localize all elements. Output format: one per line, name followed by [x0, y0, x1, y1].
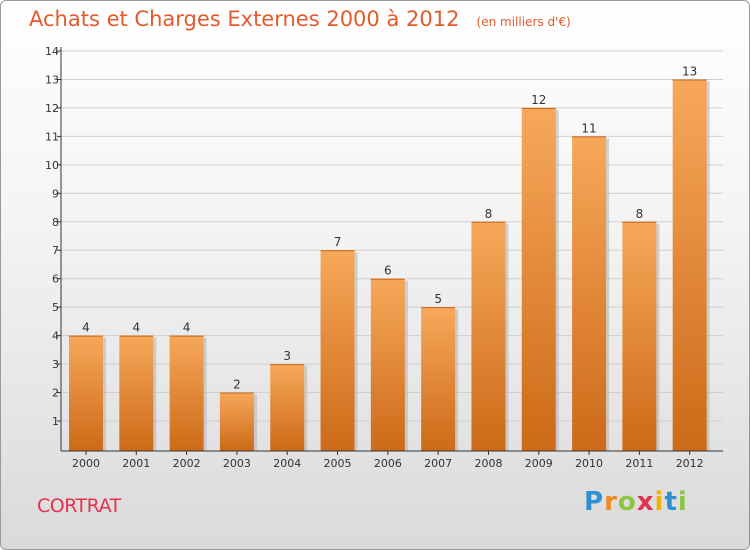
x-tick-label-2011: 2011 [625, 457, 653, 470]
y-tick-label: 13 [45, 73, 59, 86]
bar-2002 [169, 335, 204, 451]
proxiti-logo: Proxiti [584, 487, 688, 517]
y-tick-label: 10 [45, 159, 59, 172]
value-label-2005: 7 [334, 235, 342, 249]
chart-title: Achats et Charges Externes 2000 à 2012 [29, 7, 460, 31]
x-tick-label-2002: 2002 [173, 457, 201, 470]
x-tick-label-2009: 2009 [525, 457, 553, 470]
chart-subtitle: (en milliers d'€) [476, 15, 571, 29]
y-tick-label: 4 [52, 330, 59, 343]
bar-2001 [119, 335, 154, 451]
bar-2006 [370, 278, 405, 451]
y-tick-label: 3 [52, 358, 59, 371]
y-tick-label: 8 [52, 216, 59, 229]
labels: 1234567891011121314420004200142002220033… [45, 45, 704, 470]
logo-letter: i [677, 487, 688, 517]
y-tick-label: 5 [52, 301, 59, 314]
value-label-2001: 4 [132, 321, 140, 335]
bar-2009 [521, 107, 556, 451]
value-label-2003: 2 [233, 378, 241, 392]
bar-2010 [572, 136, 607, 451]
value-label-2010: 11 [581, 121, 596, 135]
logo-letter: x [636, 487, 655, 517]
bar-2007 [421, 307, 456, 451]
x-tick-label-2007: 2007 [424, 457, 452, 470]
logo-letter: i [654, 487, 665, 517]
value-label-2002: 4 [183, 321, 191, 335]
bar-2004 [270, 364, 305, 451]
value-label-2006: 6 [384, 264, 392, 278]
y-tick-label: 7 [52, 244, 59, 257]
bar-2011 [622, 221, 657, 451]
bar-2012 [672, 79, 707, 451]
value-label-2007: 5 [434, 292, 442, 306]
x-tick-label-2001: 2001 [122, 457, 150, 470]
bar-2000 [69, 335, 103, 451]
x-tick-label-2000: 2000 [72, 457, 100, 470]
x-tick-label-2010: 2010 [575, 457, 603, 470]
value-label-2008: 8 [485, 207, 493, 221]
bars [69, 79, 710, 451]
value-label-2000: 4 [82, 321, 90, 335]
logo-letter: r [604, 487, 618, 517]
value-label-2011: 8 [636, 207, 644, 221]
value-label-2004: 3 [283, 349, 291, 363]
x-tick-label-2012: 2012 [676, 457, 704, 470]
x-tick-label-2004: 2004 [273, 457, 301, 470]
value-label-2012: 13 [682, 64, 697, 78]
y-tick-label: 2 [52, 387, 59, 400]
y-tick-label: 6 [52, 273, 59, 286]
value-label-2009: 12 [531, 93, 546, 107]
bar-2003 [219, 392, 254, 451]
y-tick-label: 12 [45, 102, 59, 115]
x-tick-label-2003: 2003 [223, 457, 251, 470]
logo-letter: o [617, 487, 637, 517]
bar-2005 [320, 250, 355, 451]
y-tick-label: 11 [45, 130, 59, 143]
x-tick-label-2005: 2005 [324, 457, 352, 470]
logo-letter: t [664, 487, 678, 517]
y-tick-label: 1 [52, 415, 59, 428]
commune-name: CORTRAT [37, 495, 121, 517]
y-tick-label: 14 [45, 45, 59, 58]
logo-letter: P [584, 487, 605, 517]
bar-2008 [471, 221, 506, 451]
x-tick-label-2008: 2008 [474, 457, 502, 470]
axes [57, 47, 723, 455]
y-tick-label: 9 [52, 187, 59, 200]
chart-header: Achats et Charges Externes 2000 à 2012 (… [29, 7, 571, 31]
x-tick-label-2006: 2006 [374, 457, 402, 470]
